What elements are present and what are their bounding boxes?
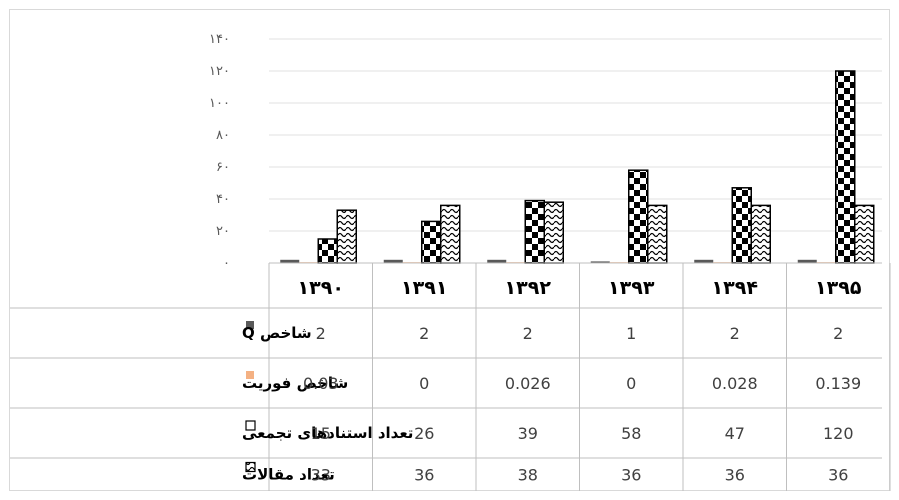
bar-series-2-cat-0 bbox=[317, 238, 338, 264]
data-label: 58 bbox=[621, 424, 641, 443]
data-label: 33 bbox=[311, 466, 331, 485]
category-label: ۱۳۹۵ bbox=[815, 277, 862, 299]
data-label: 0 bbox=[419, 374, 429, 393]
data-label: 2 bbox=[730, 324, 740, 343]
category-label: ۱۳۹۱ bbox=[401, 277, 447, 299]
legend-key bbox=[246, 371, 254, 379]
data-label: 2 bbox=[316, 324, 326, 343]
bar-series-3-cat-4 bbox=[750, 204, 771, 264]
category-label: ۱۳۹۳ bbox=[608, 277, 655, 299]
bar-series-0-cat-0 bbox=[280, 259, 300, 263]
bar-series-3-cat-5 bbox=[854, 204, 875, 264]
series-name: تعداد استنادهای تجمعی bbox=[242, 424, 413, 442]
data-label: 0.026 bbox=[505, 374, 551, 393]
data-label: 26 bbox=[414, 424, 434, 443]
data-label: 36 bbox=[828, 466, 848, 485]
y-tick-label: ۶۰ bbox=[216, 160, 230, 175]
legend-key bbox=[246, 321, 254, 329]
bar-series-2-cat-2 bbox=[524, 199, 545, 264]
bar-series-0-cat-1 bbox=[383, 259, 403, 263]
data-label: 47 bbox=[725, 424, 745, 443]
gridlines bbox=[269, 38, 882, 232]
y-tick-label: ۸۰ bbox=[216, 128, 230, 143]
bar-series-0-cat-4 bbox=[694, 259, 714, 263]
data-label: 36 bbox=[414, 466, 434, 485]
data-label: 38 bbox=[518, 466, 538, 485]
data-label: 0.03 bbox=[303, 374, 339, 393]
bar-series-2-cat-5 bbox=[835, 70, 856, 264]
y-tick-label: ۱۰۰ bbox=[209, 96, 230, 111]
legend-key bbox=[245, 461, 256, 473]
bar-series-3-cat-1 bbox=[440, 204, 461, 264]
category-label: ۱۳۹۰ bbox=[298, 277, 344, 299]
bar-series-2-cat-1 bbox=[421, 220, 442, 264]
series-name: شاخص Q bbox=[242, 324, 312, 342]
bar-series-3-cat-0 bbox=[336, 209, 357, 264]
y-tick-label: ۴۰ bbox=[216, 192, 230, 207]
data-label: 0 bbox=[626, 374, 636, 393]
data-label: 36 bbox=[621, 466, 641, 485]
y-tick-label: ۱۲۰ bbox=[209, 64, 230, 79]
bar-series-0-cat-2 bbox=[487, 259, 507, 263]
category-label: ۱۳۹۴ bbox=[712, 277, 758, 299]
category-label: ۱۳۹۲ bbox=[505, 277, 552, 299]
bars bbox=[280, 70, 875, 264]
y-tick-label: ۰ bbox=[223, 256, 230, 271]
data-label: 39 bbox=[518, 424, 538, 443]
bar-series-2-cat-4 bbox=[731, 187, 752, 264]
data-label: 0.139 bbox=[815, 374, 861, 393]
data-label: 2 bbox=[833, 324, 843, 343]
bar-series-3-cat-2 bbox=[543, 201, 564, 264]
data-label: 1 bbox=[626, 324, 636, 343]
series-name: تعداد مقالات bbox=[242, 466, 335, 484]
y-tick-label: ۱۴۰ bbox=[209, 32, 230, 47]
legend-key bbox=[245, 420, 256, 431]
series-name: شاخص فوریت bbox=[242, 374, 348, 392]
chart-frame: ۰ ۲۰ ۴۰ ۶۰ ۸۰ ۱۰۰ ۱۲۰ ۱۴۰ ۱۳۹۰ ۱۳۹۱ ۱۳۹۲ ۱۳۹۳ ۱۳۹۴ ۱… bbox=[9, 9, 891, 491]
y-tick-label: ۲۰ bbox=[216, 224, 230, 239]
bar-series-2-cat-3 bbox=[628, 169, 649, 264]
data-label: 36 bbox=[725, 466, 745, 485]
bar-series-0-cat-3 bbox=[590, 261, 610, 263]
bar-series-3-cat-3 bbox=[647, 204, 668, 264]
data-label: 120 bbox=[823, 424, 854, 443]
data-label: 15 bbox=[311, 424, 331, 443]
data-label: 0.028 bbox=[712, 374, 758, 393]
bar-series-0-cat-5 bbox=[797, 259, 817, 263]
data-label: 2 bbox=[419, 324, 429, 343]
bar-chart: ۰ ۲۰ ۴۰ ۶۰ ۸۰ ۱۰۰ ۱۲۰ ۱۴۰ ۱۳۹۰ ۱۳۹۱ ۱۳۹۲ ۱۳۹۳ ۱۳۹۴ ۱… bbox=[10, 32, 891, 491]
y-axis: ۰ ۲۰ ۴۰ ۶۰ ۸۰ ۱۰۰ ۱۲۰ ۱۴۰ bbox=[209, 32, 230, 271]
data-label: 2 bbox=[523, 324, 533, 343]
